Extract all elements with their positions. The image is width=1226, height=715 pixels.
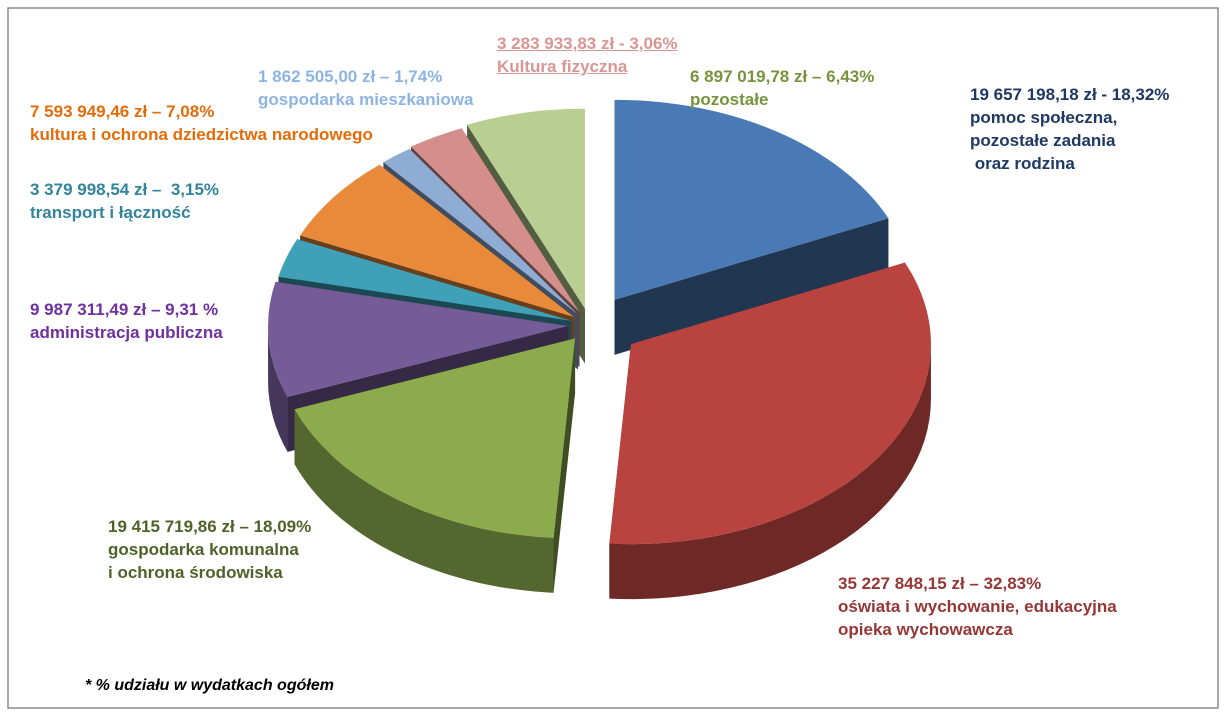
category-label: oświata i wychowanie, edukacyjna opieka … [838, 597, 1117, 639]
slice [278, 239, 572, 321]
data-label: 6 897 019,78 zł – 6,43% pozostałe [690, 65, 874, 111]
slice [410, 128, 580, 313]
category-label: administracja publiczna [30, 323, 223, 342]
slice [383, 148, 578, 315]
value-label: 35 227 848,15 zł – 32,83% [838, 574, 1042, 593]
slice-wall [294, 409, 554, 593]
category-label: pomoc społeczna, pozostałe zadania oraz … [970, 108, 1118, 173]
slice-wall [609, 344, 931, 600]
value-label: 3 379 998,54 zł – 3,15% [30, 180, 220, 199]
value-label: 19 415 719,86 zł – 18,09% [108, 517, 312, 536]
category-label: gospodarka mieszkaniowa [258, 90, 474, 109]
slice [268, 281, 569, 397]
slice-wall [268, 326, 288, 452]
footnote: * % udziału w wydatkach ogółem [85, 677, 334, 694]
data-label: 7 593 949,46 zł – 7,08% kultura i ochrona… [30, 100, 373, 146]
data-label: 3 379 998,54 zł – 3,15% transport i łączn… [30, 178, 219, 224]
data-label: 35 227 848,15 zł – 32,83% oświata i wycho… [838, 572, 1117, 641]
slice [614, 99, 889, 300]
slice [300, 164, 574, 318]
slice [467, 108, 585, 309]
category-label: Kultura fizyczna [497, 57, 628, 76]
data-label: 1 862 505,00 zł – 1,74% gospodarka mieszk… [258, 65, 473, 111]
data-label: 19 657 198,18 zł - 18,32% pomoc społeczna… [970, 83, 1169, 175]
value-label: 1 862 505,00 zł – 1,74% [258, 67, 443, 86]
data-label: 9 987 311,49 zł – 9,31 % administracja pu… [30, 298, 223, 344]
value-label: 19 657 198,18 zł - 18,32% [970, 85, 1170, 104]
data-label: 3 283 933,83 zł - 3,06% Kultura fizyczna [497, 32, 678, 78]
category-label: kultura i ochrona dziedzictwa narodowego [30, 125, 373, 144]
category-label: transport i łączność [30, 203, 191, 222]
category-label: pozostałe [690, 90, 769, 109]
slice-side [614, 218, 889, 355]
value-label: 3 283 933,83 zł - 3,06% [497, 34, 678, 53]
value-label: 6 897 019,78 zł – 6,43% [690, 67, 875, 86]
category-label: gospodarka komunalna i ochrona środowisk… [108, 540, 299, 582]
slice [294, 338, 576, 538]
slice [609, 262, 931, 545]
data-label: 19 415 719,86 zł – 18,09% gospodarka komu… [108, 515, 311, 584]
slice-side [553, 338, 576, 593]
value-label: 7 593 949,46 zł – 7,08% [30, 102, 215, 121]
value-label: 9 987 311,49 zł – 9,31 % [30, 300, 219, 319]
